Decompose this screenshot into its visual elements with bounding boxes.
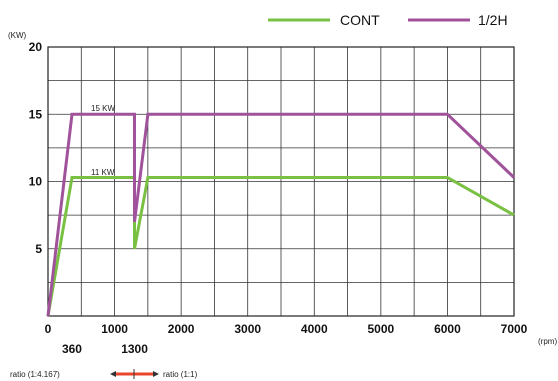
x-tick-label: 7000 xyxy=(501,322,528,336)
x-axis-unit: (rpm) xyxy=(538,337,557,346)
tick-labels: 0 1000 2000 3000 4000 5000 6000 7000 5 10 15 20 360 1… xyxy=(29,40,528,356)
annotation-11kw: 11 KW xyxy=(91,168,115,177)
x-extra-label: 1300 xyxy=(121,342,148,356)
x-tick-label: 2000 xyxy=(168,322,195,336)
legend: CONT 1/2H xyxy=(268,12,508,28)
x-extra-label: 360 xyxy=(62,342,82,356)
annotation-15kw: 15 KW xyxy=(91,104,115,113)
legend-label-half: 1/2H xyxy=(478,12,508,28)
x-tick-label: 0 xyxy=(45,322,52,336)
y-tick-label: 10 xyxy=(29,175,43,189)
y-axis-unit: (KW) xyxy=(8,31,27,40)
x-tick-label: 4000 xyxy=(301,322,328,336)
x-tick-label: 3000 xyxy=(234,322,261,336)
ratio-arrow-right xyxy=(153,371,159,377)
series-lines xyxy=(46,112,516,317)
axes xyxy=(47,46,515,317)
y-tick-label: 20 xyxy=(29,40,43,54)
x-tick-label: 5000 xyxy=(368,322,395,336)
ratio-arrow-left xyxy=(110,371,116,377)
grid xyxy=(48,47,514,316)
x-tick-label: 1000 xyxy=(101,322,128,336)
legend-label-cont: CONT xyxy=(340,12,380,28)
y-tick-label: 5 xyxy=(35,242,42,256)
series-line-cont xyxy=(46,176,515,317)
ratio-indicator: ratio (1:4.167) ratio (1:1) xyxy=(10,369,198,379)
ratio-left-label: ratio (1:4.167) xyxy=(10,370,60,379)
ratio-right-label: ratio (1:1) xyxy=(163,370,198,379)
series-line-half-hour xyxy=(46,112,516,317)
y-tick-label: 15 xyxy=(29,107,43,121)
plot-frame xyxy=(47,46,515,317)
x-tick-label: 6000 xyxy=(434,322,461,336)
